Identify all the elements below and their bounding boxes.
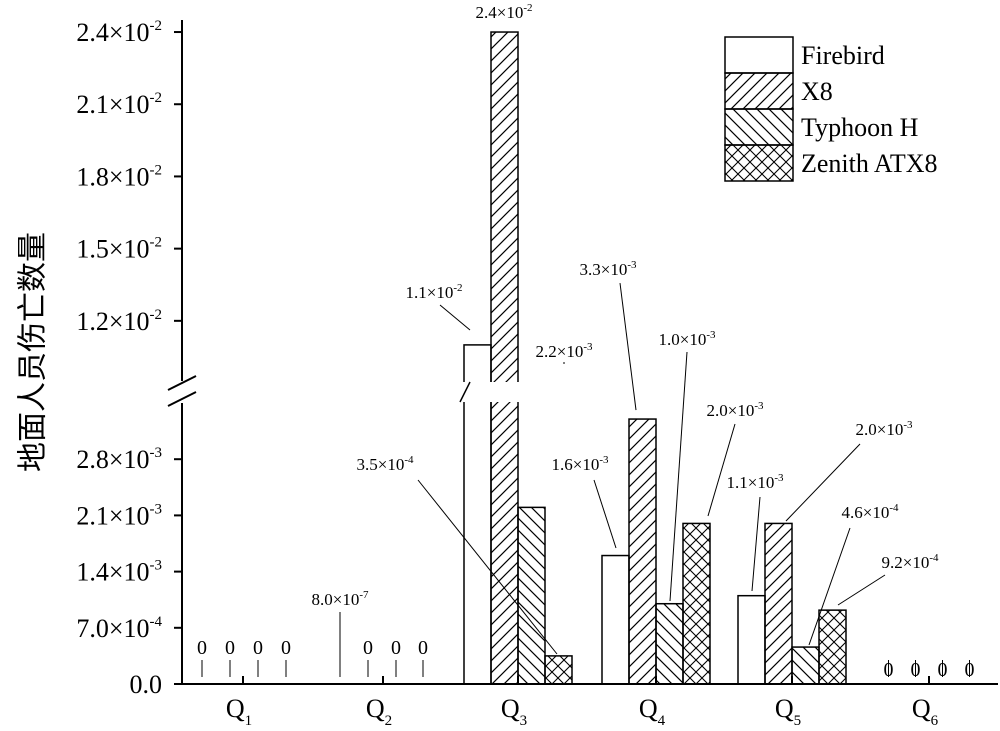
leader-line — [593, 479, 617, 549]
y-tick-label: 0.0 — [130, 670, 163, 699]
data-label: 0 — [938, 659, 948, 681]
bar — [791, 646, 820, 685]
y-tick-label: 7.0×10-4 — [76, 614, 162, 643]
x-category-label: Q1 — [226, 694, 252, 729]
leader-line — [785, 443, 861, 522]
data-label: 0 — [197, 637, 207, 659]
leader-line — [417, 479, 558, 655]
data-label: 1.1×10-2 — [405, 282, 462, 302]
data-label: 0 — [965, 659, 975, 681]
data-label: 9.2×10-4 — [881, 552, 939, 572]
y-tick-label: 2.1×10-3 — [76, 501, 162, 530]
data-label: 1.1×10-3 — [726, 472, 784, 492]
data-label: 2.4×10-2 — [475, 2, 532, 22]
x-category-label: Q2 — [366, 694, 392, 729]
y-tick-label: 2.4×10-2 — [76, 18, 162, 47]
data-label: 8.0×10-7 — [311, 589, 369, 609]
y-axis-label: 地面人员伤亡数量 — [16, 232, 51, 472]
axes — [167, 20, 998, 685]
x-category-label: Q4 — [639, 694, 666, 729]
data-label: 0 — [391, 637, 401, 659]
data-label: 0 — [884, 659, 894, 681]
bar — [490, 31, 519, 685]
bar-break-gap — [455, 382, 530, 402]
x-category-labels: Q1 Q2 Q3 Q4 Q5 Q6 — [226, 676, 939, 729]
axis-break-mark — [167, 375, 197, 407]
data-label: 0 — [281, 637, 291, 659]
leader-line — [707, 423, 736, 517]
leader-line — [439, 304, 471, 331]
data-label: 1.6×10-3 — [551, 454, 609, 474]
data-label: 2.0×10-3 — [706, 400, 764, 420]
leader-line — [619, 282, 637, 411]
leader-line — [837, 574, 886, 606]
x-category-label: Q5 — [775, 694, 801, 729]
data-label: 3.3×10-3 — [579, 259, 637, 279]
leader-line — [669, 351, 688, 602]
y-tick-label: 2.1×10-2 — [76, 90, 162, 119]
legend-swatch — [724, 36, 794, 74]
leader-line — [808, 527, 851, 646]
bar — [601, 554, 630, 685]
legend-label: Zenith ATX8 — [801, 149, 938, 178]
legend-swatch — [724, 72, 794, 110]
data-label: 0 — [363, 637, 373, 659]
x-category-label: Q6 — [912, 694, 939, 729]
data-label: 1.0×10-3 — [658, 329, 716, 349]
bar — [628, 418, 657, 685]
leader-line — [751, 496, 761, 592]
data-label: 3.5×10-4 — [356, 454, 414, 474]
y-tick-label: 1.4×10-3 — [76, 558, 162, 587]
x-category-label: Q3 — [501, 694, 527, 729]
y-tick-label: 1.8×10-2 — [76, 162, 162, 191]
data-label: 2.2×10-3 — [535, 341, 593, 361]
legend-label: Firebird — [801, 41, 885, 70]
data-label: 2.0×10-3 — [855, 419, 913, 439]
y-ticks: 0.0 7.0×10-4 1.4×10-3 2.1×10-3 2.8×10-3 1.2×1… — [76, 18, 182, 699]
data-label: 0 — [911, 659, 921, 681]
y-tick-label: 2.8×10-3 — [76, 445, 162, 474]
legend: Firebird X8 Typhoon H Zenith ATX8 — [724, 36, 938, 182]
bar — [737, 594, 766, 685]
data-label: 0 — [225, 637, 235, 659]
bars-layer — [463, 31, 847, 685]
y-tick-label: 1.5×10-2 — [76, 235, 162, 264]
bar — [544, 655, 573, 685]
bar-break-left — [459, 381, 471, 403]
legend-label: X8 — [801, 77, 833, 106]
bar — [517, 506, 546, 685]
bar — [764, 522, 793, 685]
legend-label: Typhoon H — [801, 113, 919, 142]
legend-swatch — [724, 144, 794, 182]
legend-swatch — [724, 108, 794, 146]
y-tick-label: 1.2×10-2 — [76, 307, 162, 336]
bar — [655, 602, 684, 685]
leader-lines-layer — [201, 282, 970, 677]
bar — [682, 522, 711, 685]
bar — [818, 609, 847, 685]
data-label: 0 — [418, 637, 428, 659]
data-label: 0 — [253, 637, 263, 659]
data-labels: 0 0 0 08.0×10-70 0 01.1×10-22.4×10-22.2×10-33… — [197, 2, 975, 681]
data-label: 4.6×10-4 — [841, 502, 899, 522]
